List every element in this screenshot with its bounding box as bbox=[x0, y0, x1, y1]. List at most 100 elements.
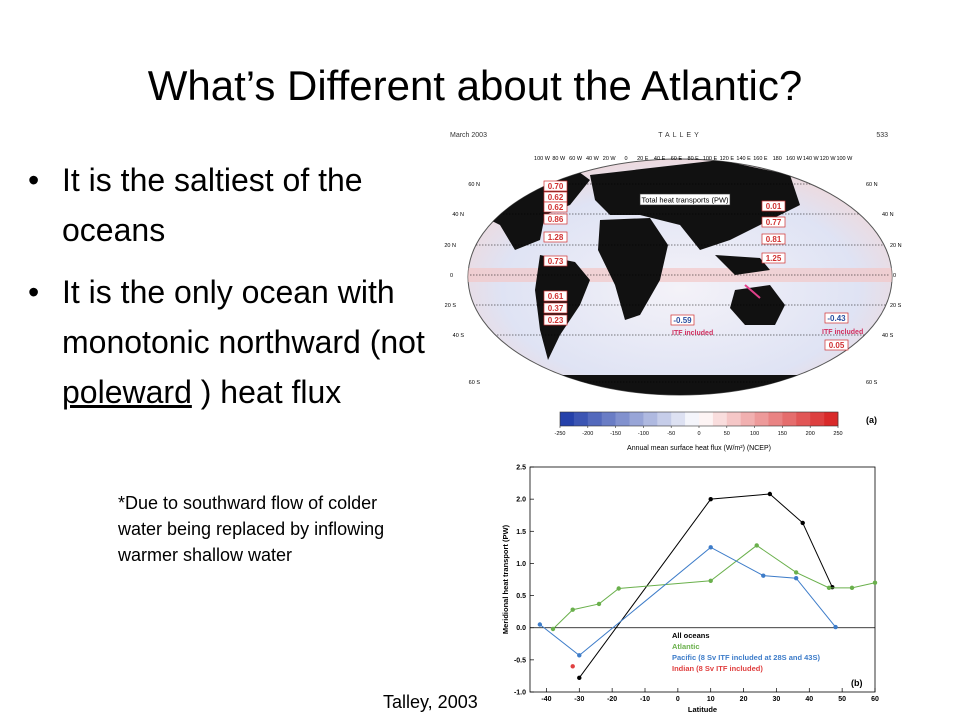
series-point bbox=[570, 607, 575, 612]
atlantic-transport: 0.70 bbox=[548, 182, 564, 191]
colorbar-segment bbox=[643, 412, 658, 426]
colorbar-tick-label: 150 bbox=[778, 431, 787, 437]
legend-title-box bbox=[639, 193, 731, 206]
longitude-label: 100 E bbox=[703, 156, 718, 162]
longitude-label: 160 E bbox=[753, 156, 768, 162]
series-point bbox=[849, 585, 855, 591]
y-tick-label: -0.5 bbox=[514, 657, 526, 664]
slide-title: What’s Different about the Atlantic? bbox=[147, 62, 803, 109]
longitude-label: 120 W bbox=[820, 156, 837, 162]
itf-label: ITF included bbox=[672, 330, 713, 337]
pacific-transport: 0.77 bbox=[766, 218, 782, 227]
legend-title: Total heat transports (PW) bbox=[641, 196, 729, 205]
x-tick-label: 50 bbox=[838, 696, 846, 703]
atlantic-transport: 0.37 bbox=[548, 304, 564, 313]
pacific-transport-box bbox=[824, 312, 849, 324]
longitude-label: 60 E bbox=[671, 156, 683, 162]
x-axis-label: Latitude bbox=[688, 705, 717, 714]
atlantic-transport-box bbox=[543, 290, 568, 302]
longitude-label: 20 E bbox=[637, 156, 649, 162]
colorbar-segment bbox=[726, 412, 741, 426]
series-point bbox=[793, 576, 799, 581]
colorbar-tick-label: -150 bbox=[610, 431, 621, 437]
colorbar-segment bbox=[754, 412, 769, 426]
series-point bbox=[708, 496, 713, 502]
latitude-label-left: 60 S bbox=[469, 380, 481, 386]
y-tick-label: 2.5 bbox=[516, 465, 526, 472]
indian-transport: -0.59 bbox=[673, 316, 692, 325]
bullet-text: ) heat flux bbox=[191, 374, 342, 410]
colorbar-segment bbox=[712, 412, 728, 426]
x-tick-label: -40 bbox=[541, 696, 551, 703]
y-tick-label: 2.0 bbox=[516, 497, 526, 504]
colorbar-tick-label: 250 bbox=[833, 431, 842, 437]
x-tick-label: -10 bbox=[640, 696, 650, 703]
series-point bbox=[872, 580, 878, 585]
indonesia bbox=[715, 255, 770, 275]
pacific-transport-box bbox=[824, 339, 849, 351]
legend-entry: All oceans bbox=[672, 631, 710, 640]
africa bbox=[598, 218, 668, 320]
series-point bbox=[833, 624, 838, 630]
atlantic-transport-box bbox=[543, 314, 568, 326]
latitude-label-right: 0 bbox=[893, 273, 896, 279]
longitude-label: 80 W bbox=[552, 156, 566, 162]
longitude-label: 180 bbox=[773, 156, 782, 162]
legend-entry: Pacific (8 Sv ITF included at 28S and 43… bbox=[672, 653, 820, 662]
bullet-list: It is the saltiest of the oceans It is th… bbox=[28, 155, 448, 429]
longitude-label: 100 W bbox=[534, 156, 551, 162]
itf-arrow bbox=[744, 284, 761, 299]
atlantic-transport: 0.62 bbox=[548, 193, 564, 202]
colorbar-segment bbox=[629, 412, 644, 426]
citation: Talley, 2003 bbox=[383, 692, 478, 712]
series-point bbox=[826, 585, 832, 591]
atlantic-transport-box bbox=[543, 213, 568, 225]
longitude-label: 40 E bbox=[654, 156, 666, 162]
longitude-label: 20 W bbox=[603, 156, 617, 162]
series-point bbox=[577, 675, 582, 681]
antarctica bbox=[468, 375, 892, 395]
pacific-transport: 0.81 bbox=[766, 235, 782, 244]
header-center: TALLEY bbox=[658, 132, 702, 139]
colorbar-segment bbox=[601, 412, 616, 426]
pacific-transport-box bbox=[761, 233, 786, 245]
bullet-text: It is the only ocean with monotonic nort… bbox=[62, 274, 425, 360]
legend-entry: Indian (8 Sv ITF included) bbox=[672, 664, 763, 673]
footnote: *Due to southward flow of colder water b… bbox=[118, 493, 385, 565]
series-point bbox=[793, 570, 799, 575]
x-tick-label: 30 bbox=[773, 696, 781, 703]
series-line bbox=[552, 544, 876, 630]
atlantic-transport-box bbox=[543, 201, 568, 213]
longitude-label: 0 bbox=[624, 156, 627, 162]
series-point bbox=[708, 578, 713, 583]
longitude-label: 120 E bbox=[720, 156, 735, 162]
y-axis-label: Meridional heat transport (PW) bbox=[501, 524, 510, 634]
x-tick-label: -30 bbox=[574, 696, 584, 703]
y-tick-label: 1.0 bbox=[516, 561, 526, 568]
bullet: It is the only ocean with monotonic nort… bbox=[28, 267, 448, 417]
pacific-transport-box bbox=[761, 200, 786, 212]
colorbar-tick-label: -200 bbox=[582, 431, 593, 437]
underlined-text: poleward bbox=[62, 374, 192, 410]
colorbar-segment bbox=[768, 412, 783, 426]
latitude-label-left: 60 N bbox=[468, 182, 480, 188]
colorbar-tick-label: -50 bbox=[667, 431, 675, 437]
colorbar-tick-label: 50 bbox=[724, 431, 730, 437]
colorbar-tick-label: 0 bbox=[697, 431, 700, 437]
series-point bbox=[537, 622, 543, 627]
latitude-label-right: 40 S bbox=[882, 333, 894, 339]
colorbar-segment bbox=[810, 412, 825, 426]
latitude-label-left: 20 S bbox=[445, 303, 457, 309]
longitude-label: 40 W bbox=[586, 156, 600, 162]
x-tick-label: 10 bbox=[707, 696, 715, 703]
longitude-label: 80 E bbox=[688, 156, 700, 162]
itf-label: ITF included bbox=[822, 329, 863, 336]
legend-entry: Atlantic bbox=[672, 642, 700, 651]
y-tick-label: -1.0 bbox=[514, 690, 526, 697]
series-point bbox=[800, 520, 805, 526]
longitude-label: 160 W bbox=[786, 156, 803, 162]
series-point bbox=[761, 573, 766, 578]
pacific-transport: 0.05 bbox=[829, 341, 845, 350]
header-right: 533 bbox=[876, 132, 888, 139]
x-tick-label: 60 bbox=[871, 696, 879, 703]
